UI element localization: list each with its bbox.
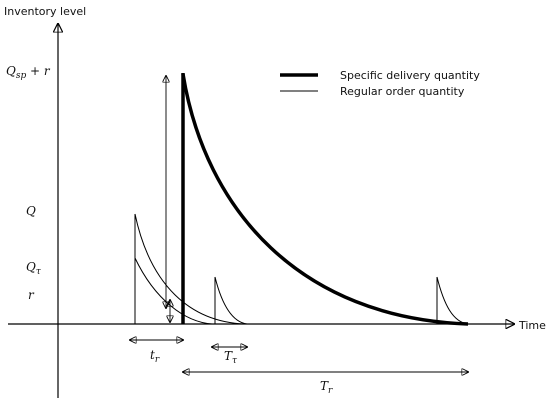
interval-label: Tr (320, 379, 333, 396)
regular-curve (134, 213, 246, 325)
regular-curve (436, 276, 469, 325)
legend-label: Specific delivery quantity (340, 69, 480, 82)
interval-label: tr (150, 348, 160, 365)
level-label: r (28, 288, 35, 302)
specific-delivery-curve (181, 73, 469, 326)
regular-curve (134, 257, 213, 325)
level-label: Qτ (26, 260, 42, 277)
level-label: Qsp + r (6, 64, 51, 81)
x-axis-label: Time (518, 319, 546, 332)
regular-curve (214, 276, 248, 325)
interval-label: Tτ (224, 349, 238, 366)
y-axis-label: Inventory level (4, 5, 86, 18)
legend-label: Regular order quantity (340, 85, 465, 98)
level-label: Q (26, 204, 36, 218)
